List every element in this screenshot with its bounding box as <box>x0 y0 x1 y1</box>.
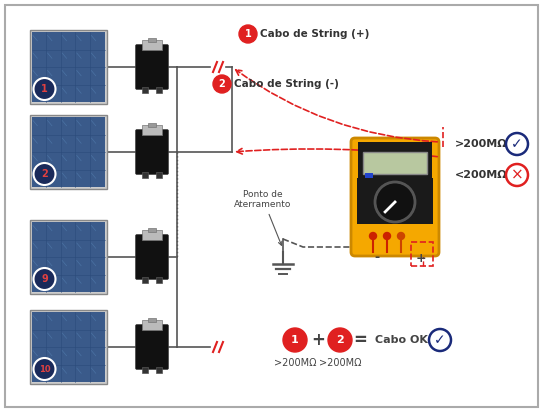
Bar <box>148 123 156 127</box>
Bar <box>31 222 104 292</box>
FancyBboxPatch shape <box>351 138 439 256</box>
Text: Ponto de
Aterramento: Ponto de Aterramento <box>235 190 292 245</box>
FancyBboxPatch shape <box>136 44 168 89</box>
Circle shape <box>429 329 451 351</box>
Bar <box>148 38 156 42</box>
Text: ✓: ✓ <box>511 137 523 151</box>
Bar <box>29 30 106 104</box>
Text: >200MΩ: >200MΩ <box>274 358 316 368</box>
Bar <box>411 242 433 266</box>
Text: 2: 2 <box>336 335 344 345</box>
Bar <box>142 172 148 178</box>
Circle shape <box>375 182 415 222</box>
Text: ✓: ✓ <box>434 333 446 347</box>
Text: >200MΩ: >200MΩ <box>455 139 508 149</box>
Text: 10: 10 <box>39 365 50 374</box>
Text: 9: 9 <box>41 274 48 284</box>
Circle shape <box>283 328 307 352</box>
FancyBboxPatch shape <box>136 129 168 175</box>
Bar <box>31 117 104 187</box>
Bar <box>142 87 148 93</box>
Circle shape <box>506 164 528 186</box>
Text: <200MΩ: <200MΩ <box>455 170 508 180</box>
Text: +: + <box>311 331 325 349</box>
Circle shape <box>34 163 55 185</box>
Text: 2: 2 <box>219 79 225 89</box>
Text: Cabo de String (+): Cabo de String (+) <box>260 29 369 39</box>
Circle shape <box>34 358 55 380</box>
Bar <box>29 220 106 294</box>
Bar <box>29 115 106 189</box>
Bar <box>365 173 373 178</box>
Text: Cabo de String (-): Cabo de String (-) <box>234 79 339 89</box>
Bar <box>31 32 104 102</box>
FancyBboxPatch shape <box>136 325 168 370</box>
Bar <box>29 310 106 384</box>
Circle shape <box>34 78 55 100</box>
Text: +: + <box>416 251 426 265</box>
Circle shape <box>34 268 55 290</box>
Circle shape <box>328 328 352 352</box>
Bar <box>142 230 162 240</box>
Bar <box>31 312 104 382</box>
Bar <box>363 152 427 174</box>
Text: 2: 2 <box>41 169 48 179</box>
Bar <box>148 318 156 322</box>
Text: Cabo OK: Cabo OK <box>375 335 428 345</box>
Bar <box>156 87 162 93</box>
Text: >200MΩ: >200MΩ <box>319 358 361 368</box>
Circle shape <box>239 25 257 43</box>
Text: 1: 1 <box>291 335 299 345</box>
Bar <box>142 320 162 330</box>
Bar <box>142 277 148 283</box>
Bar <box>358 142 432 180</box>
Text: 1: 1 <box>41 84 48 94</box>
Circle shape <box>506 133 528 155</box>
FancyBboxPatch shape <box>136 234 168 279</box>
Bar <box>148 228 156 232</box>
Text: 1: 1 <box>245 29 251 39</box>
Bar <box>156 277 162 283</box>
Circle shape <box>397 232 405 239</box>
Bar <box>142 40 162 50</box>
Bar <box>156 172 162 178</box>
Bar <box>156 367 162 373</box>
Text: =: = <box>353 331 367 349</box>
Circle shape <box>383 232 390 239</box>
Circle shape <box>213 75 231 93</box>
Bar <box>357 178 433 224</box>
Text: ×: × <box>510 168 523 183</box>
Circle shape <box>369 232 376 239</box>
Text: -: - <box>375 251 380 265</box>
Bar <box>142 125 162 135</box>
Bar <box>142 367 148 373</box>
